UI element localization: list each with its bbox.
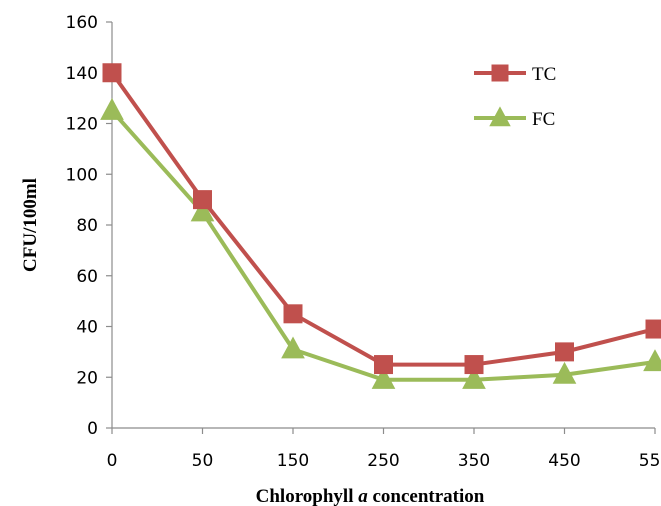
x-axis-title-part-2: a (358, 486, 368, 506)
data-point-fc (462, 366, 486, 389)
x-tick-label: 150 (277, 451, 309, 471)
series-tc (102, 63, 661, 375)
data-point-tc (464, 355, 484, 375)
legend-marker-fc (489, 106, 511, 127)
legend: TC FC (474, 64, 556, 130)
x-tick-label: 250 (367, 451, 399, 471)
x-axis-title-part-1: Chlorophyll (256, 486, 359, 506)
x-axis-title: Chlorophyll a concentration (256, 486, 485, 506)
y-tick-label: 60 (76, 267, 98, 287)
legend-label-tc: TC (532, 64, 556, 85)
x-tick-label: 550 (639, 451, 661, 471)
y-tick-label: 140 (66, 64, 98, 84)
y-tick-label: 20 (76, 368, 98, 388)
data-point-tc (645, 319, 661, 339)
x-tick-label: 0 (107, 451, 118, 471)
data-point-fc (281, 336, 305, 359)
series-layer (100, 63, 661, 389)
y-tick-label: 0 (87, 419, 98, 439)
data-point-fc (643, 349, 661, 372)
data-point-tc (555, 342, 574, 362)
x-tick-label: 450 (548, 451, 580, 471)
data-point-fc (100, 97, 124, 120)
data-point-fc (371, 366, 396, 389)
legend-marker-tc (491, 64, 509, 82)
y-axis-title: CFU/100ml (20, 178, 41, 272)
x-tick-label: 350 (458, 451, 490, 471)
data-point-tc (374, 355, 393, 375)
x-axis-title-part-3: concentration (368, 486, 485, 506)
y-tick-label: 100 (66, 165, 98, 185)
y-ticks: 0 20 40 60 80 100 120 140 160 (66, 13, 112, 439)
series-fc (100, 97, 661, 389)
data-point-fc (552, 361, 577, 384)
y-tick-label: 40 (76, 318, 98, 338)
y-tick-label: 160 (66, 13, 98, 33)
x-tick-label: 50 (192, 451, 214, 471)
data-point-tc (102, 63, 122, 83)
data-point-tc (193, 190, 212, 210)
data-point-fc (190, 199, 215, 222)
y-tick-label: 80 (76, 216, 98, 236)
x-ticks: 0 50 150 250 350 450 550 (107, 428, 661, 471)
series-line-fc (110, 109, 656, 382)
data-point-tc (283, 304, 303, 324)
legend-label-fc: FC (532, 109, 555, 130)
y-tick-label: 120 (66, 115, 98, 135)
